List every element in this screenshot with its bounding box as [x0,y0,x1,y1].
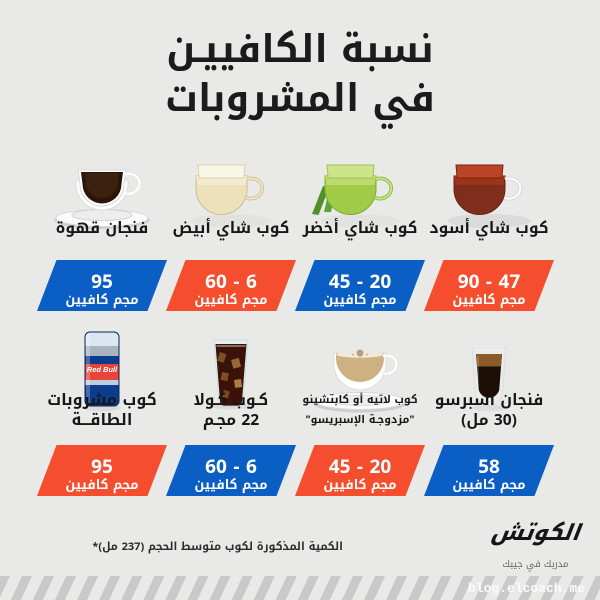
svg-text:Red Bull: Red Bull [87,365,118,374]
